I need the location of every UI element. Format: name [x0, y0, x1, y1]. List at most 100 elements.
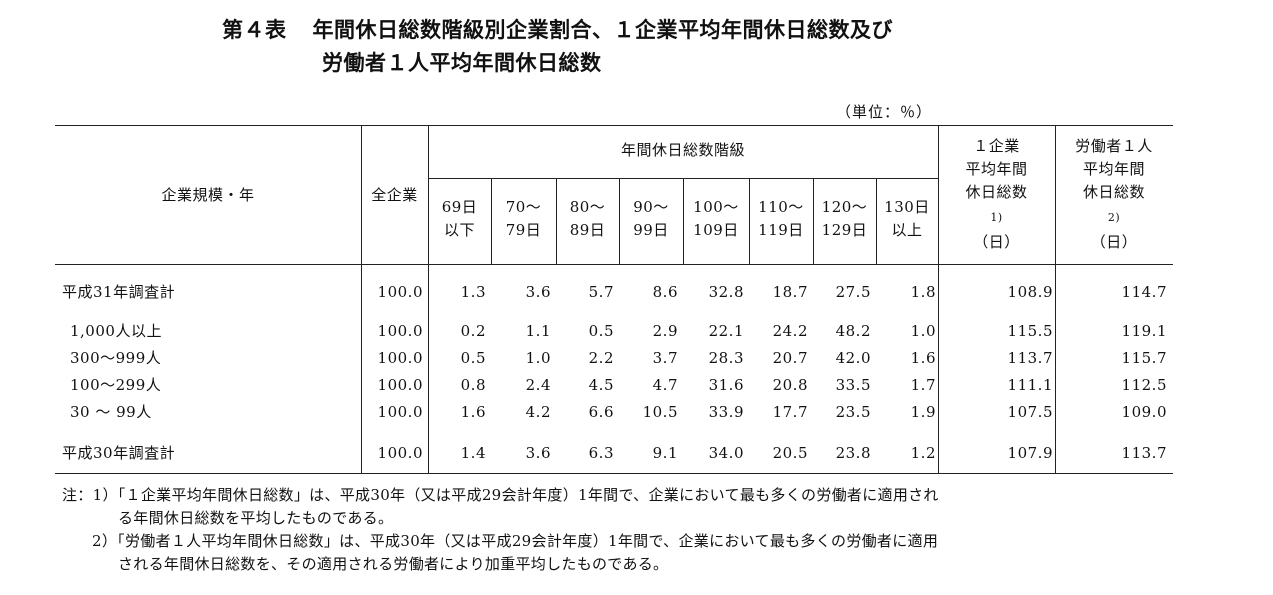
header-per-company-line-3: 休日総数	[965, 183, 1028, 201]
table-row-3-value-1: 100.0	[377, 349, 423, 367]
table-row-6-value-7: 20.5	[772, 444, 808, 462]
table-row-4-value-6: 31.6	[708, 376, 744, 394]
table-row-3-value-5: 3.7	[652, 349, 678, 367]
table-row-6-value-10: 107.9	[1007, 444, 1053, 462]
header-per-worker-line-5: （日）	[1090, 233, 1138, 251]
table-row-1-value-2: 1.3	[460, 283, 486, 301]
divider-classes-end	[938, 125, 939, 473]
header-class-5-line-1: 100～	[693, 198, 739, 216]
table-row-1-label: 平成31年調査計	[62, 283, 176, 301]
table-row-5-label: 30 ～ 99人	[70, 403, 152, 421]
table-row-2-value-6: 22.1	[708, 322, 744, 340]
table-row-4-value-4: 4.5	[588, 376, 614, 394]
header-class-5-line-2: 109日	[693, 221, 739, 239]
divider-per-company	[1055, 125, 1056, 473]
header-class-6-line-1: 110～	[758, 198, 804, 216]
header-class-2-line-2: 79日	[505, 221, 542, 239]
table-row-1-value-3: 3.6	[525, 283, 551, 301]
table-row-5-value-5: 10.5	[642, 403, 678, 421]
header-class-3-line-2: 89日	[569, 221, 606, 239]
table-row-5-value-11: 109.0	[1121, 403, 1167, 421]
header-per-company-line-4: 1)	[990, 211, 1003, 224]
table-row-1-value-1: 100.0	[377, 283, 423, 301]
table-row-1-value-9: 1.8	[910, 283, 936, 301]
header-bottom-rule	[55, 264, 1173, 265]
table-row-3-value-7: 20.7	[772, 349, 808, 367]
table-row-4-label: 100～299人	[70, 376, 162, 394]
table-row-2-value-4: 0.5	[588, 322, 614, 340]
table-row-3-value-10: 113.7	[1007, 349, 1053, 367]
table-row-4-value-2: 0.8	[460, 376, 486, 394]
note-1-line-1: 注：1）「１企業平均年間休日総数」は、平成30年（又は平成29会計年度）1年間で…	[62, 486, 939, 504]
title-line-2: 労働者１人平均年間休日総数	[322, 51, 602, 75]
header-class-1-line-2: 以下	[443, 221, 475, 239]
header-all: 全企業	[371, 186, 418, 204]
divider-class-6	[813, 178, 814, 264]
table-row-4-value-11: 112.5	[1121, 376, 1167, 394]
header-group: 年間休日総数階級	[620, 141, 745, 159]
header-class-8-line-2: 以上	[891, 221, 923, 239]
table-row-2-value-1: 100.0	[377, 322, 423, 340]
table-row-2-value-5: 2.9	[652, 322, 678, 340]
header-class-3-line-1: 80～	[569, 198, 606, 216]
divider-class-2	[556, 178, 557, 264]
footnotes: 注：1）「１企業平均年間休日総数」は、平成30年（又は平成29会計年度）1年間で…	[62, 484, 939, 576]
table-row-2-value-8: 48.2	[835, 322, 871, 340]
note-2-line-1: 2）「労働者１人平均年間休日総数」は、平成30年（又は平成29会計年度）1年間で…	[92, 532, 939, 550]
note-2-line-2: される年間休日総数を、その適用される労働者により加重平均したものである。	[118, 555, 669, 573]
table-number: 第４表	[222, 18, 287, 42]
table-row-4-value-9: 1.7	[910, 376, 936, 394]
table-row-5-value-4: 6.6	[588, 403, 614, 421]
table-row-2-value-10: 115.5	[1007, 322, 1053, 340]
table-row-2-value-11: 119.1	[1121, 322, 1167, 340]
header-per-company-line-5: （日）	[973, 233, 1020, 251]
table-row-4-value-3: 2.4	[525, 376, 551, 394]
divider-all	[428, 125, 429, 473]
table-row-5-value-7: 17.7	[772, 403, 808, 421]
table-row-3-value-4: 2.2	[588, 349, 614, 367]
header-per-worker-line-2: 平均年間	[1082, 160, 1145, 178]
header-class-4-line-2: 99日	[633, 221, 669, 239]
header-class-7-line-2: 129日	[821, 221, 868, 239]
table-row-3-value-11: 115.7	[1121, 349, 1167, 367]
table-row-1-value-7: 18.7	[772, 283, 808, 301]
table-row-6-value-8: 23.8	[835, 444, 871, 462]
header-class-1-line-1: 69日	[441, 198, 478, 216]
table-row-5-value-2: 1.6	[460, 403, 486, 421]
table-row-6-value-1: 100.0	[377, 444, 423, 462]
table-row-6-value-11: 113.7	[1121, 444, 1167, 462]
table-title: 第４表 年間休日総数階級別企業割合、１企業平均年間休日総数及び 労働者１人平均年間…	[222, 14, 893, 80]
header-class-2-line-1: 70～	[505, 198, 542, 216]
table-row-4-value-7: 20.8	[772, 376, 808, 394]
table-row-1-value-5: 8.6	[652, 283, 678, 301]
table-row-1-value-4: 5.7	[588, 283, 614, 301]
header-per-company-line-2: 平均年間	[965, 160, 1028, 178]
divider-class-5	[749, 178, 750, 264]
table-row-4-value-10: 111.1	[1007, 376, 1053, 394]
table-row-6-value-2: 1.4	[460, 444, 486, 462]
header-class-4-line-1: 90～	[633, 198, 669, 216]
table-row-6-value-9: 1.2	[910, 444, 936, 462]
table-row-2-value-9: 1.0	[910, 322, 936, 340]
divider-class-3	[619, 178, 620, 264]
table-row-2-value-2: 0.2	[460, 322, 486, 340]
table-row-3-label: 300～999人	[70, 349, 162, 367]
table-top-rule	[55, 125, 1173, 126]
table-row-4-value-5: 4.7	[652, 376, 678, 394]
divider-class-4	[683, 178, 684, 264]
divider-class-7	[876, 178, 877, 264]
header-per-worker-line-4: 2)	[1107, 211, 1121, 224]
unit-label: （単位：％）	[836, 103, 933, 121]
table-row-2-label: 1,000人以上	[70, 322, 162, 340]
header-class-8-line-1: 130日	[884, 198, 930, 216]
divider-class-1	[491, 178, 492, 264]
table-row-6-value-6: 34.0	[708, 444, 744, 462]
header-per-worker-line-1: 労働者１人	[1075, 137, 1153, 155]
table-row-6-value-3: 3.6	[525, 444, 551, 462]
header-class-7-line-1: 120～	[821, 198, 868, 216]
table-row-3-value-2: 0.5	[460, 349, 486, 367]
table-row-6-value-5: 9.1	[652, 444, 678, 462]
table-row-5-value-8: 23.5	[835, 403, 871, 421]
table-row-5-value-1: 100.0	[377, 403, 423, 421]
table-row-5-value-9: 1.9	[910, 403, 936, 421]
